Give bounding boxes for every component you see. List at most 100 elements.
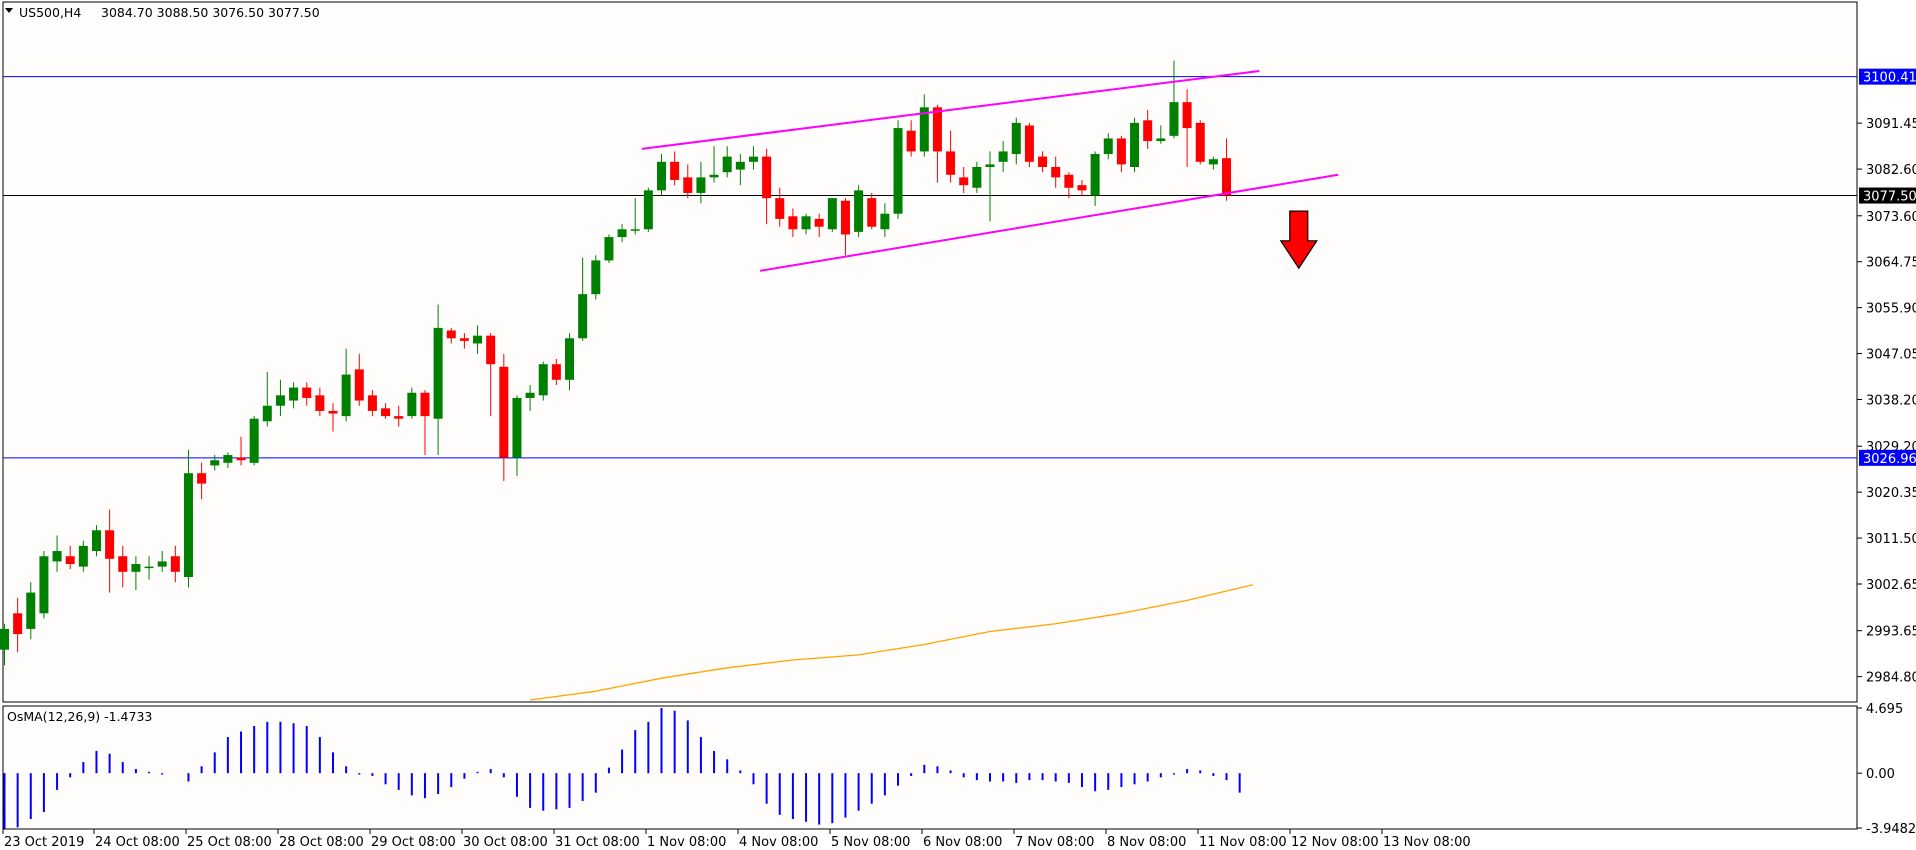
- candle-body: [512, 397, 522, 458]
- indicator-tick-label: 0.00: [1866, 767, 1895, 782]
- candle-body: [788, 216, 798, 230]
- candle-body: [854, 190, 864, 232]
- candle-body: [617, 229, 627, 238]
- current-price-tag-label: 3077.50: [1863, 190, 1916, 205]
- candle: [1130, 117, 1140, 173]
- candle: [565, 333, 575, 391]
- candle-body: [735, 161, 745, 170]
- candle-body: [236, 457, 246, 461]
- candle-body: [1156, 138, 1166, 142]
- candle-body: [39, 556, 49, 614]
- time-axis: 23 Oct 2019 24 Oct 08:00 25 Oct 08:00 28 Oc…: [2, 829, 1471, 850]
- candle: [459, 333, 469, 349]
- candle-body: [394, 416, 404, 419]
- time-tick-label: 28 Oct 08:00: [279, 835, 364, 850]
- price-tick-label: 3064.75: [1866, 256, 1916, 271]
- candle: [223, 452, 233, 469]
- candle: [1077, 179, 1087, 196]
- candle: [1011, 117, 1021, 165]
- candle: [381, 403, 391, 419]
- candle: [65, 545, 75, 570]
- candle-body: [91, 530, 101, 552]
- time-tick-label: 13 Nov 08:00: [1383, 835, 1471, 850]
- candle-body: [1169, 102, 1179, 136]
- candle-body: [893, 128, 903, 214]
- candle-body: [985, 164, 995, 167]
- candle-body: [459, 338, 469, 341]
- candle: [1182, 89, 1192, 167]
- candle: [775, 187, 785, 227]
- candle-body: [210, 460, 220, 466]
- candle: [1169, 60, 1179, 139]
- price-pane[interactable]: [2, 1, 1858, 703]
- candle-body: [591, 260, 601, 295]
- candle-body: [801, 216, 811, 230]
- candle: [302, 382, 312, 406]
- candle-body: [499, 366, 509, 458]
- level-tag-label: 3026.96: [1863, 452, 1916, 467]
- candle-body: [1090, 154, 1100, 196]
- candle-body: [183, 473, 193, 577]
- candle: [236, 436, 246, 466]
- candle: [709, 146, 719, 183]
- candle: [499, 353, 509, 481]
- candle: [1156, 125, 1166, 144]
- candle: [433, 304, 443, 456]
- candle: [932, 104, 942, 183]
- candle: [1195, 120, 1205, 165]
- candle-body: [52, 551, 62, 562]
- candle: [420, 390, 430, 456]
- candle-body: [223, 455, 233, 463]
- price-tick-label: 3002.65: [1866, 578, 1916, 593]
- indicator-tick-label: -3.9482: [1866, 822, 1916, 837]
- candle: [1051, 156, 1061, 188]
- candle-body: [1077, 185, 1087, 191]
- dropdown-triangle-icon[interactable]: [5, 8, 13, 13]
- candle: [473, 325, 483, 354]
- candle-body: [1222, 158, 1232, 196]
- price-tick-label: 3055.90: [1866, 302, 1916, 317]
- candle-body: [433, 327, 443, 419]
- candle-body: [26, 592, 36, 629]
- candle: [1143, 109, 1153, 149]
- candle-body: [840, 200, 850, 235]
- candle: [827, 198, 837, 232]
- time-tick-label: 25 Oct 08:00: [187, 835, 272, 850]
- candle: [118, 545, 128, 588]
- candle: [748, 146, 758, 170]
- candle: [446, 327, 456, 344]
- moving-average-line: [530, 584, 1253, 701]
- price-tick-label: 3091.45: [1866, 117, 1916, 132]
- candle-body: [0, 628, 9, 650]
- candle: [696, 161, 706, 204]
- candle-body: [604, 237, 614, 261]
- price-tags: 3100.41 3026.96 3077.50: [1859, 68, 1916, 467]
- candle: [801, 213, 811, 235]
- candle-body: [998, 151, 1008, 162]
- time-tick-label: 31 Oct 08:00: [555, 835, 640, 850]
- candle-body: [1208, 159, 1218, 165]
- candle: [525, 384, 535, 411]
- candle: [354, 353, 364, 406]
- candle-body: [1064, 174, 1074, 188]
- candle: [26, 582, 36, 640]
- candle-body: [486, 335, 496, 365]
- candle: [643, 187, 653, 232]
- candle-body: [105, 530, 115, 559]
- candle: [170, 545, 180, 583]
- candle: [1090, 151, 1100, 206]
- candle: [315, 387, 325, 417]
- price-tick-label: 2993.65: [1866, 625, 1916, 640]
- candle-body: [827, 198, 837, 230]
- indicator-pane[interactable]: [2, 705, 1858, 830]
- candle: [906, 120, 916, 157]
- candle: [867, 192, 877, 230]
- price-tick-label: 2984.80: [1866, 671, 1916, 686]
- candle: [762, 148, 772, 225]
- candle: [131, 556, 141, 590]
- candle-body: [972, 167, 982, 188]
- candle: [617, 224, 627, 243]
- candle-body: [1143, 120, 1153, 142]
- candle-body: [275, 395, 285, 406]
